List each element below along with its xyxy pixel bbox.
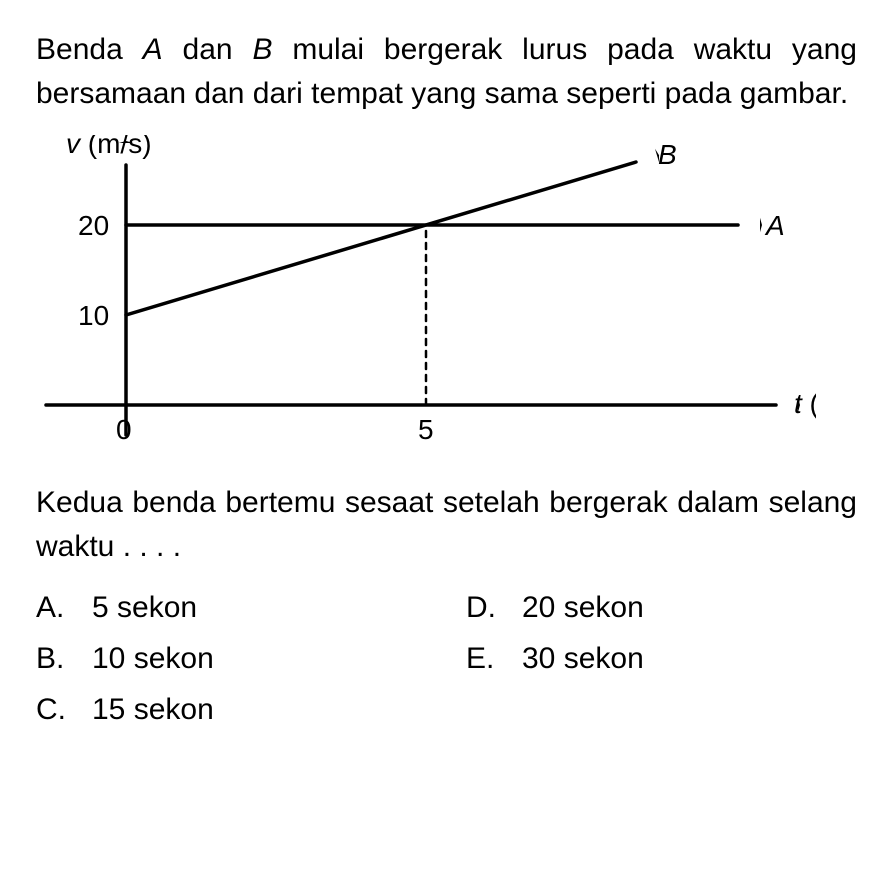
question-text: Benda A dan B mulai bergerak lurus pada … [36, 28, 857, 115]
svg-text:A: A [764, 210, 785, 241]
svg-text:10: 10 [78, 300, 109, 331]
answer-options: A. 5 sekon D. 20 sekon B. 10 sekon E. 30… [36, 582, 857, 735]
svg-text:B: B [658, 139, 677, 170]
option-C-text: 15 sekon [92, 684, 214, 735]
option-B-text: 10 sekon [92, 633, 214, 684]
option-E-text: 30 sekon [522, 633, 644, 684]
option-A[interactable]: A. 5 sekon [36, 582, 466, 633]
svg-text:5: 5 [418, 414, 434, 445]
option-D-letter: D. [466, 582, 522, 633]
q-italic-A: A [143, 33, 163, 66]
option-E[interactable]: E. 30 sekon [466, 633, 857, 684]
chart-svg: v (m/s) t (s) 10 20 0 5 A B [36, 135, 816, 465]
svg-text:0: 0 [116, 414, 132, 445]
y-axis-label: v (m/s) [66, 135, 152, 159]
option-E-letter: E. [466, 633, 522, 684]
velocity-time-chart: v (m/s) t (s) 10 20 0 5 A B [36, 135, 816, 465]
q-italic-B: B [252, 33, 272, 66]
option-B[interactable]: B. 10 sekon [36, 633, 466, 684]
option-C-letter: C. [36, 684, 92, 735]
option-A-text: 5 sekon [92, 582, 197, 633]
option-B-letter: B. [36, 633, 92, 684]
option-C[interactable]: C. 15 sekon [36, 684, 466, 735]
svg-text:20: 20 [78, 210, 109, 241]
x-axis-label: t (s) [794, 388, 816, 419]
option-D-text: 20 sekon [522, 582, 644, 633]
option-D[interactable]: D. 20 sekon [466, 582, 857, 633]
q-text-1: Benda [36, 33, 143, 66]
q-text-2: dan [163, 33, 253, 66]
option-A-letter: A. [36, 582, 92, 633]
followup-text: Kedua benda bertemu sesaat setelah berge… [36, 481, 857, 568]
